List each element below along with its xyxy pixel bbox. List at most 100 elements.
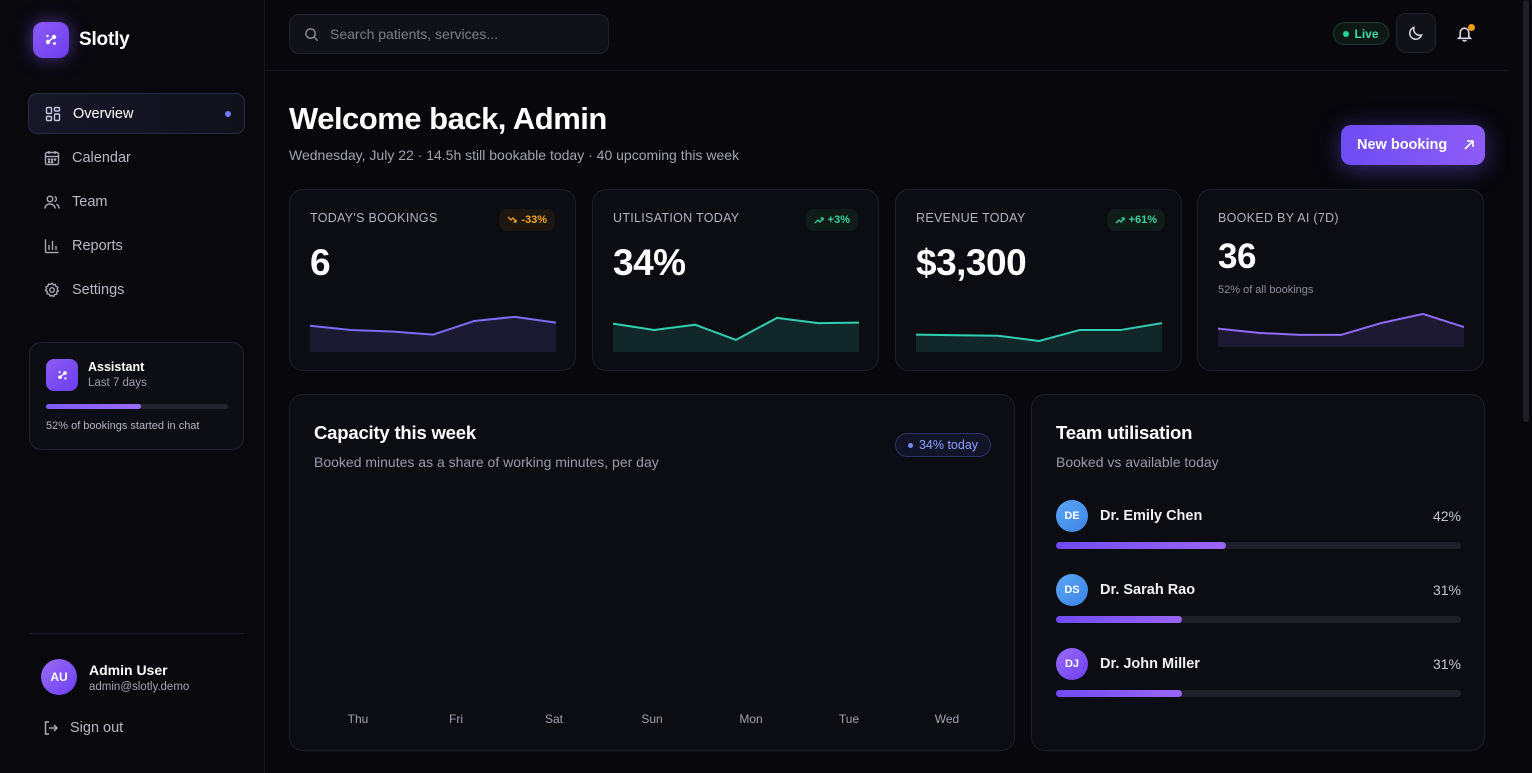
- trend-badge-value: +3%: [827, 214, 850, 226]
- member-percent: 31%: [1432, 656, 1461, 672]
- kpi-card-utilisation: UTILISATION TODAY +3% 34%: [592, 189, 879, 371]
- kpi-label: REVENUE TODAY: [916, 211, 1026, 225]
- notification-badge: [1468, 24, 1475, 31]
- sparkline: [916, 322, 1162, 352]
- kpi-card-bookings: TODAY'S BOOKINGS -33% 6: [289, 189, 576, 371]
- sparkle-logo-icon: [33, 22, 69, 58]
- arrow-up-right-icon: [1464, 140, 1475, 150]
- sparkline-area: [916, 323, 1162, 352]
- team-member-row[interactable]: DJ Dr. John Miller 31%: [1056, 648, 1461, 700]
- sidebar-item-label: Reports: [72, 237, 123, 254]
- day-label-wed: Wed: [934, 712, 960, 726]
- search-input[interactable]: [330, 26, 590, 42]
- sidebar-item-reports[interactable]: Reports: [28, 225, 245, 266]
- sparkline-line: [916, 322, 1162, 342]
- team-title: Team utilisation: [1056, 422, 1193, 443]
- new-booking-button[interactable]: New booking: [1341, 125, 1485, 165]
- member-progress-track: [1056, 690, 1461, 697]
- day-label-fri: Fri: [449, 712, 463, 726]
- member-name: Dr. Sarah Rao: [1100, 582, 1196, 598]
- assistant-progress-track: [46, 404, 228, 409]
- day-label-mon: Mon: [739, 712, 763, 726]
- sparkline-area: [613, 317, 859, 352]
- sidebar-item-label: Calendar: [72, 149, 131, 166]
- kpi-card-ai-bookings: BOOKED BY AI (7D) 36 52% of all bookings: [1197, 189, 1484, 371]
- trend-down-icon: [507, 216, 517, 223]
- member-progress-fill: [1056, 542, 1227, 549]
- assistant-subtitle: Last 7 days: [88, 377, 147, 389]
- live-label: Live: [1354, 26, 1379, 41]
- sparkline-line: [310, 315, 556, 336]
- moon-icon: [1409, 26, 1423, 40]
- notifications-button[interactable]: [1444, 13, 1484, 53]
- team-member-row[interactable]: DE Dr. Emily Chen 42%: [1056, 500, 1461, 552]
- sidebar-item-overview[interactable]: Overview: [28, 93, 245, 134]
- day-label-thu: Thu: [347, 712, 369, 726]
- member-name: Dr. John Miller: [1100, 656, 1200, 672]
- sparkle-icon: [46, 359, 78, 391]
- bar-chart-icon: [44, 239, 59, 253]
- theme-toggle-button[interactable]: [1396, 13, 1436, 53]
- kpi-value: 36: [1218, 237, 1256, 276]
- day-label-sun: Sun: [641, 712, 663, 726]
- member-progress-track: [1056, 616, 1461, 623]
- sidebar-item-label: Overview: [73, 105, 134, 122]
- scrollbar[interactable]: [1523, 0, 1529, 422]
- kpi-note: 52% of all bookings: [1218, 284, 1314, 296]
- trend-up-icon: [814, 217, 824, 224]
- trend-badge: +3%: [805, 209, 858, 231]
- sidebar-nav: Overview Calendar Team Reports Settings: [28, 93, 245, 313]
- avatar[interactable]: AU: [41, 659, 77, 695]
- trend-badge: -33%: [499, 209, 555, 231]
- today-dot: [907, 442, 913, 448]
- team-utilisation-card: Team utilisation Booked vs available tod…: [1031, 394, 1485, 751]
- calendar-icon: [44, 150, 60, 165]
- grid-icon: [45, 106, 61, 121]
- sidebar-divider: [29, 633, 244, 634]
- active-indicator-dot: [225, 111, 231, 117]
- member-progress-track: [1056, 542, 1461, 549]
- member-progress-fill: [1056, 690, 1182, 697]
- today-capacity-label: 34% today: [918, 438, 979, 452]
- trend-badge-value: -33%: [521, 214, 547, 226]
- sidebar-item-team[interactable]: Team: [28, 181, 245, 222]
- sparkline-area: [1218, 313, 1464, 347]
- team-member-row[interactable]: DS Dr. Sarah Rao 31%: [1056, 574, 1461, 626]
- sparkline-area: [310, 316, 556, 352]
- search-icon: [305, 27, 319, 41]
- brand[interactable]: Slotly: [33, 22, 130, 58]
- today-capacity-badge: 34% today: [895, 433, 991, 457]
- assistant-title: Assistant: [88, 360, 145, 374]
- new-booking-label: New booking: [1357, 137, 1448, 153]
- sign-out-label: Sign out: [70, 720, 124, 736]
- assistant-card[interactable]: Assistant Last 7 days 52% of bookings st…: [29, 342, 244, 450]
- sparkline: [1218, 312, 1464, 347]
- capacity-card: Capacity this week Booked minutes as a s…: [289, 394, 1015, 751]
- search-bar[interactable]: [289, 14, 609, 54]
- assistant-note: 52% of bookings started in chat: [46, 420, 200, 432]
- avatar: DJ: [1056, 648, 1088, 680]
- sidebar-item-calendar[interactable]: Calendar: [28, 137, 245, 178]
- member-percent: 42%: [1432, 508, 1461, 524]
- team-subtitle: Booked vs available today: [1056, 454, 1219, 470]
- page-title: Welcome back, Admin: [289, 101, 607, 136]
- live-status-badge: Live: [1333, 22, 1389, 45]
- sidebar-item-settings[interactable]: Settings: [28, 269, 245, 310]
- sidebar-item-label: Team: [72, 193, 108, 210]
- users-icon: [44, 195, 60, 209]
- kpi-label: BOOKED BY AI (7D): [1218, 211, 1339, 225]
- sign-out-button[interactable]: Sign out: [43, 720, 123, 736]
- sidebar-item-label: Settings: [72, 281, 125, 298]
- sparkline-line: [1218, 312, 1464, 336]
- gear-icon: [44, 281, 60, 297]
- sparkline: [310, 315, 556, 352]
- live-dot: [1343, 30, 1350, 37]
- kpi-value: $3,300: [916, 242, 1027, 283]
- trend-badge: +61%: [1106, 209, 1165, 231]
- sidebar: Slotly Overview Calendar Team Reports Se…: [0, 0, 265, 773]
- day-label-sat: Sat: [544, 712, 564, 726]
- kpi-value: 6: [310, 242, 331, 283]
- page-subtitle: Wednesday, July 22 · 14.5h still bookabl…: [289, 147, 740, 163]
- capacity-subtitle: Booked minutes as a share of working min…: [314, 454, 659, 470]
- kpi-label: TODAY'S BOOKINGS: [310, 211, 438, 225]
